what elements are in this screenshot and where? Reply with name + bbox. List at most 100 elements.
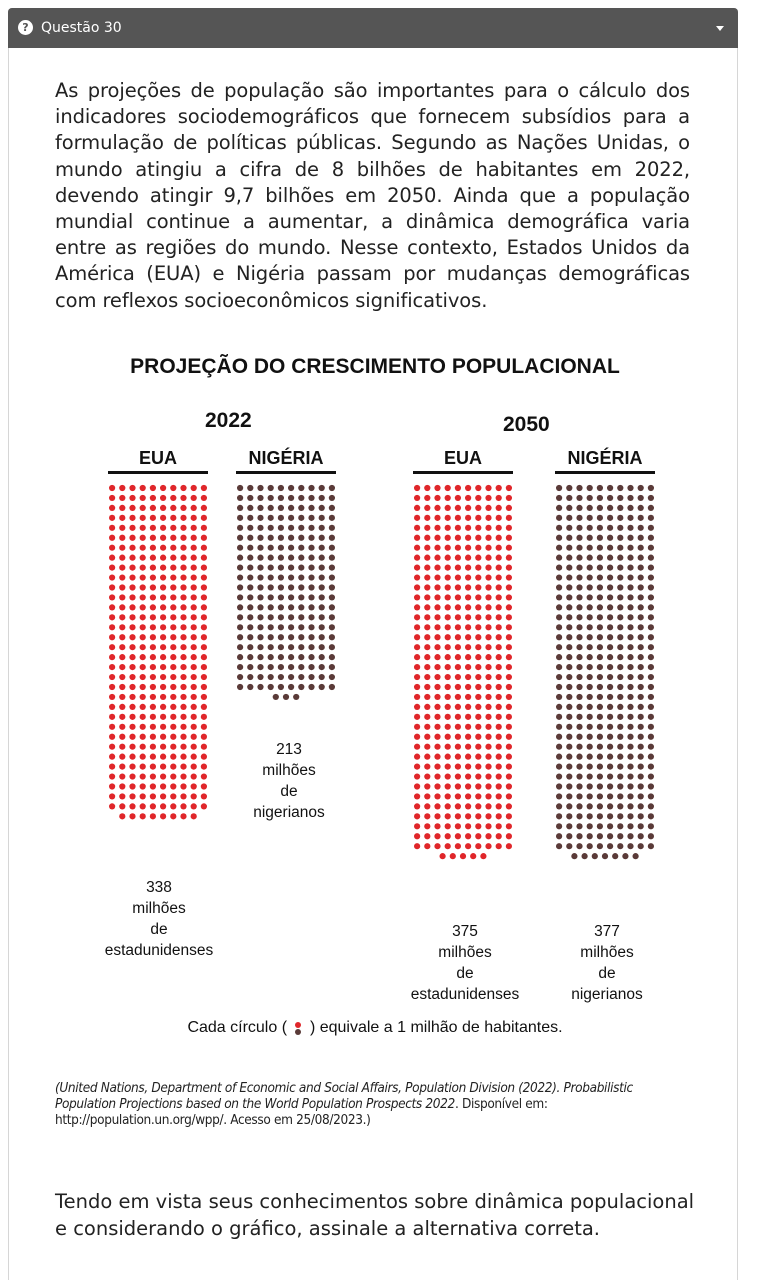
population-dot	[556, 713, 563, 720]
population-dot	[180, 743, 187, 750]
population-dot	[475, 584, 482, 591]
population-dot	[495, 733, 502, 740]
population-dot	[596, 604, 604, 611]
population-dot	[257, 614, 264, 621]
population-dot	[237, 494, 244, 502]
population-dot	[200, 803, 207, 810]
count-line: estadunidenses	[410, 986, 520, 1003]
population-dot	[424, 524, 431, 531]
population-dot	[160, 544, 167, 551]
population-dot	[200, 524, 207, 531]
population-dot	[139, 574, 146, 581]
population-dot	[465, 654, 472, 661]
population-dot	[414, 534, 421, 541]
population-dot	[119, 693, 126, 701]
population-dot	[556, 843, 563, 850]
population-dot	[160, 773, 167, 780]
population-dot	[454, 494, 461, 502]
population-dot	[495, 484, 502, 492]
population-dot	[424, 843, 431, 850]
population-dot	[414, 554, 421, 561]
population-dot	[160, 743, 167, 750]
population-dot	[293, 693, 300, 701]
population-dot	[288, 614, 295, 621]
population-dot	[586, 673, 593, 681]
population-dot	[434, 634, 441, 641]
population-dot	[505, 843, 512, 850]
population-dot	[465, 574, 472, 581]
population-dot	[308, 624, 315, 631]
population-dot	[505, 604, 512, 611]
population-dot	[200, 554, 207, 561]
caret-down-icon[interactable]	[716, 26, 724, 31]
population-dot	[170, 793, 177, 800]
population-dot	[109, 763, 116, 770]
population-dot	[495, 644, 502, 651]
population-dot	[444, 723, 451, 730]
population-dot	[637, 683, 644, 691]
population-dot	[485, 733, 492, 740]
population-dot	[160, 803, 167, 810]
population-dot	[139, 524, 146, 531]
population-dot	[149, 703, 156, 711]
population-dot	[444, 783, 451, 790]
population-dot	[247, 524, 254, 531]
population-dot	[170, 693, 177, 701]
population-dot	[596, 594, 604, 601]
population-dot	[160, 683, 167, 691]
population-dot	[647, 664, 655, 671]
population-dot	[247, 654, 254, 661]
population-dot	[465, 693, 472, 701]
population-dot	[190, 534, 197, 541]
population-dot	[149, 753, 156, 760]
population-dot	[190, 763, 197, 770]
population-dot	[119, 634, 126, 641]
population-dot	[200, 733, 207, 740]
population-dot	[277, 564, 284, 571]
population-dot	[190, 683, 197, 691]
count-label-eua-2022: 338 milhões de estadunidenses	[84, 877, 234, 961]
population-dot	[627, 703, 634, 711]
population-dot	[257, 634, 264, 641]
population-dot	[139, 664, 146, 671]
population-dot	[257, 514, 264, 521]
population-dot	[475, 803, 482, 810]
population-dot	[485, 723, 492, 730]
question-header[interactable]: ? Questão 30	[8, 8, 738, 48]
population-dot	[190, 803, 197, 810]
population-dot	[434, 693, 441, 701]
population-dot	[647, 683, 655, 691]
population-dot	[485, 803, 492, 810]
population-dot	[119, 753, 126, 760]
population-dot	[627, 823, 634, 830]
population-dot	[465, 584, 472, 591]
population-dot	[465, 743, 472, 750]
population-dot	[556, 584, 563, 591]
population-dot	[586, 783, 593, 790]
population-dot	[424, 723, 431, 730]
population-dot	[556, 673, 563, 681]
population-dot	[607, 504, 614, 511]
population-dot	[424, 534, 431, 541]
population-dot	[149, 664, 156, 671]
population-dot	[495, 773, 502, 780]
population-dot	[237, 654, 244, 661]
population-dot	[180, 574, 187, 581]
population-dot	[247, 673, 254, 681]
population-dot	[647, 494, 655, 502]
population-dot	[566, 743, 573, 750]
population-dot	[129, 683, 136, 691]
population-dot	[627, 803, 634, 810]
population-dot	[119, 514, 126, 521]
population-dot	[485, 534, 492, 541]
population-dot	[277, 494, 284, 502]
population-dot	[170, 813, 177, 820]
population-dot	[267, 504, 274, 511]
population-dot	[632, 853, 639, 860]
population-dot	[308, 634, 315, 641]
population-dot	[485, 823, 492, 830]
population-dot	[556, 743, 563, 750]
population-dot	[308, 654, 315, 661]
population-dot	[444, 743, 451, 750]
population-dot	[475, 783, 482, 790]
